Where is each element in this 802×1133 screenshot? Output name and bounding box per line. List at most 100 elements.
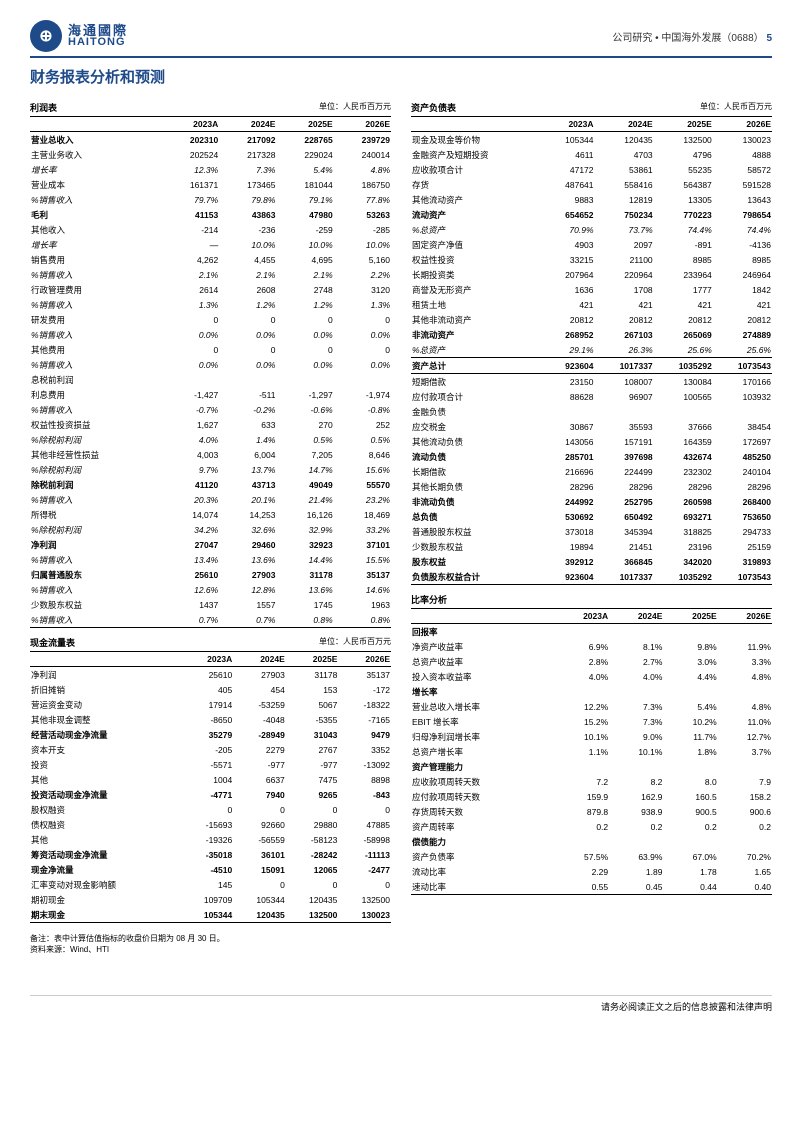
cell (663, 759, 717, 774)
row-label: 资产周转率 (411, 819, 554, 834)
cell: -35018 (181, 847, 234, 862)
row-label: 股权融资 (30, 802, 181, 817)
page-header: ⊕ 海通國際 HAITONG 公司研究 • 中国海外发展（0688） 5 (30, 20, 772, 58)
cell: 1.8% (663, 744, 717, 759)
cell: 25.6% (654, 342, 713, 358)
cell: 0.0% (334, 357, 391, 372)
cell: 0 (162, 312, 219, 327)
cell (609, 624, 663, 640)
cell: 319893 (713, 554, 772, 569)
cell: 1017337 (595, 569, 654, 585)
cell: -58123 (286, 832, 339, 847)
row-label: 其他长期负债 (411, 479, 543, 494)
row-label: 除税前利润 (30, 477, 162, 492)
cell: 421 (595, 297, 654, 312)
cell: 25159 (713, 539, 772, 554)
cell: 130084 (654, 374, 713, 390)
cell: 0 (338, 802, 391, 817)
cell: -19326 (181, 832, 234, 847)
cell: 18,469 (334, 507, 391, 522)
cell: 23.2% (334, 492, 391, 507)
cell (663, 834, 717, 849)
cell: 3.3% (718, 654, 772, 669)
cell: 5067 (286, 697, 339, 712)
cell: 161371 (162, 177, 219, 192)
cell: -13092 (338, 757, 391, 772)
row-label: 偿债能力 (411, 834, 554, 849)
cell: 0.44 (663, 879, 717, 895)
cell: -53259 (233, 697, 286, 712)
row-label: 其他 (30, 832, 181, 847)
cell: 487641 (543, 177, 594, 192)
cell: 530692 (543, 509, 594, 524)
cell: 0 (338, 877, 391, 892)
cell: 1842 (713, 282, 772, 297)
cell: 3.0% (663, 654, 717, 669)
cell: 0 (219, 312, 276, 327)
row-label: 营业总收入增长率 (411, 699, 554, 714)
cell: 32923 (276, 537, 333, 552)
row-label: 筹资活动现金净流量 (30, 847, 181, 862)
cell: 265069 (654, 327, 713, 342)
cell: 232302 (654, 464, 713, 479)
cell: 16,126 (276, 507, 333, 522)
cell: 79.8% (219, 192, 276, 207)
row-label: 利息费用 (30, 387, 162, 402)
cell: 157191 (595, 434, 654, 449)
cell: 753650 (713, 509, 772, 524)
cell: 35593 (595, 419, 654, 434)
cell: 9.7% (162, 462, 219, 477)
cashflow-unit: 单位：人民币百万元 (319, 636, 391, 649)
cell: -891 (654, 237, 713, 252)
cell: -15693 (181, 817, 234, 832)
row-label: 权益性投资损益 (30, 417, 162, 432)
footer: 请务必阅读正文之后的信息披露和法律声明 (30, 995, 772, 1013)
cell: 1.2% (276, 297, 333, 312)
cell: 25.6% (713, 342, 772, 358)
row-label: 债权融资 (30, 817, 181, 832)
cell: 246964 (713, 267, 772, 282)
cell: 268952 (543, 327, 594, 342)
cell: -0.2% (219, 402, 276, 417)
row-label: 现金及现金等价物 (411, 132, 543, 148)
cell: 4.4% (663, 669, 717, 684)
cell: 53861 (595, 162, 654, 177)
cell: 143056 (543, 434, 594, 449)
cell: 28296 (654, 479, 713, 494)
cell: 8898 (338, 772, 391, 787)
row-label: 长期借款 (411, 464, 543, 479)
row-label: 总资产收益率 (411, 654, 554, 669)
ratios-title: 比率分析 (411, 593, 447, 606)
cell: 7.3% (219, 162, 276, 177)
cell: 8.0 (663, 774, 717, 789)
cell: 43713 (219, 477, 276, 492)
cell: 650492 (595, 509, 654, 524)
logo-icon: ⊕ (30, 20, 62, 52)
cell (718, 624, 772, 640)
cell: 0.0% (334, 327, 391, 342)
cell: 12.6% (162, 582, 219, 597)
cell: 0 (334, 342, 391, 357)
cell: 15091 (233, 862, 286, 877)
cell (718, 684, 772, 699)
cell: 0.2 (718, 819, 772, 834)
row-label: 营运资金变动 (30, 697, 181, 712)
cashflow-title: 现金流量表 (30, 636, 75, 649)
row-label: 固定资产净值 (411, 237, 543, 252)
cell: 217328 (219, 147, 276, 162)
row-label: 资产管理能力 (411, 759, 554, 774)
income-unit: 单位：人民币百万元 (319, 101, 391, 114)
cell: 0 (286, 802, 339, 817)
cell: 19894 (543, 539, 594, 554)
cell: -28949 (233, 727, 286, 742)
cell: 1035292 (654, 358, 713, 374)
cell (718, 759, 772, 774)
cell: 34.2% (162, 522, 219, 537)
cell: 3.7% (718, 744, 772, 759)
cell: 9.8% (663, 639, 717, 654)
cell: 38454 (713, 419, 772, 434)
cell (663, 684, 717, 699)
cell: 270 (276, 417, 333, 432)
cell: 224499 (595, 464, 654, 479)
cell: 5.4% (276, 162, 333, 177)
